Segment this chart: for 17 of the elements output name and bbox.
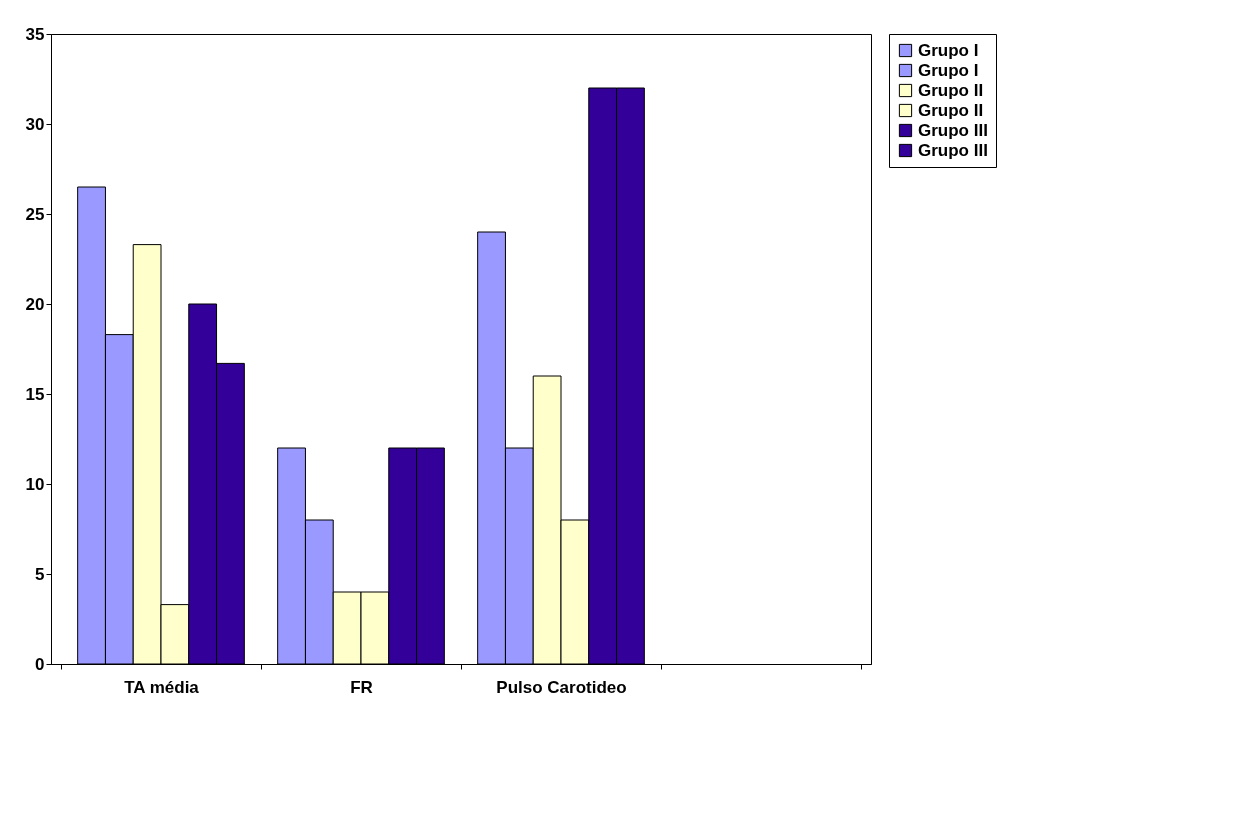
legend-label: Grupo I xyxy=(918,40,979,60)
y-tick-label: 15 xyxy=(25,384,45,404)
y-tick-label: 20 xyxy=(25,294,45,314)
x-tick-label: FR xyxy=(350,677,373,697)
x-tick-label: TA média xyxy=(124,677,200,697)
y-tick-label: 30 xyxy=(25,114,45,134)
y-tick-label: 25 xyxy=(25,204,45,224)
legend-label: Grupo I xyxy=(918,60,979,80)
y-tick-label: 10 xyxy=(25,474,45,494)
legend-label: Grupo III xyxy=(918,140,988,160)
legend-label: Grupo II xyxy=(918,100,984,120)
y-tick-label: 0 xyxy=(35,654,45,674)
y-tick-label: 35 xyxy=(25,24,45,44)
y-tick-label: 5 xyxy=(35,564,45,584)
x-tick-label: Pulso Carotideo xyxy=(496,677,627,697)
legend-label: Grupo III xyxy=(918,120,988,140)
legend-label: Grupo II xyxy=(918,80,984,100)
